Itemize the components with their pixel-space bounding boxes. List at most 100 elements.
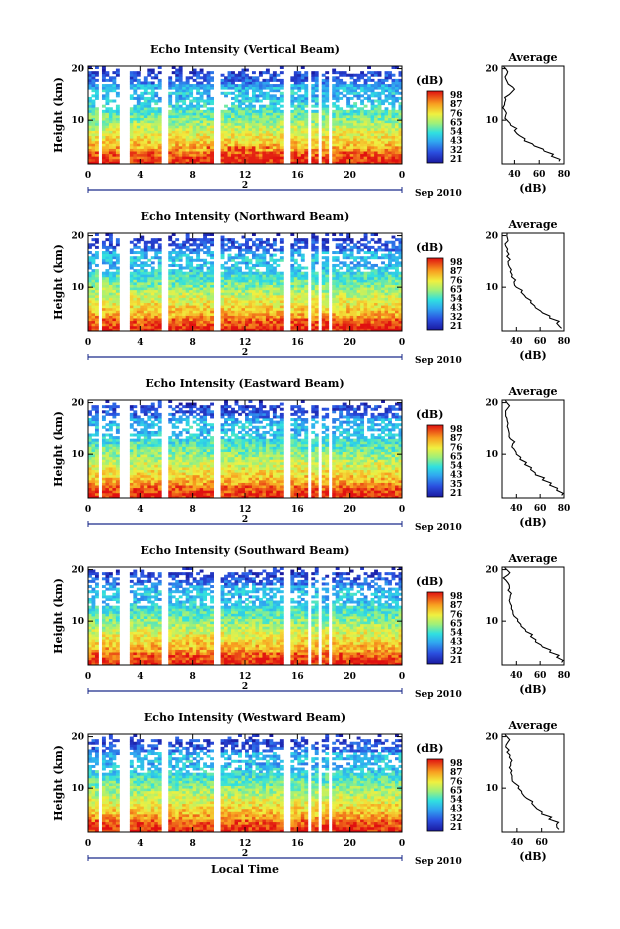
heatmap-cell — [206, 89, 211, 93]
heatmap-cell — [101, 294, 106, 298]
heatmap-cell — [136, 99, 141, 103]
heatmap-cell — [398, 81, 403, 85]
heatmap-cell — [168, 318, 173, 322]
heatmap-cell — [178, 263, 183, 267]
heatmap-cell — [279, 130, 284, 134]
heatmap-cell — [136, 320, 141, 324]
heatmap-cell — [115, 161, 120, 165]
heatmap-cell — [388, 302, 392, 306]
heatmap-cell — [367, 112, 371, 116]
heatmap-cell — [391, 158, 396, 162]
heatmap-cell — [199, 258, 204, 262]
heatmap-cell — [367, 133, 371, 137]
heatmap-cell — [171, 71, 176, 75]
heatmap-cell — [346, 96, 351, 100]
heatmap-cell — [108, 300, 113, 304]
heatmap-cell — [147, 130, 152, 134]
heatmap-cell — [335, 76, 340, 80]
heatmap-cell — [300, 256, 305, 260]
heatmap-cell — [203, 315, 208, 319]
heatmap-cell — [381, 78, 385, 82]
heatmap-cell — [147, 127, 152, 131]
heatmap-cell — [311, 323, 316, 327]
heatmap-cell — [147, 282, 152, 285]
heatmap-cell — [224, 284, 228, 288]
heatmap-cell — [101, 151, 106, 155]
heatmap-cell — [206, 84, 211, 88]
heatmap-cell — [293, 71, 298, 75]
heatmap-cell — [133, 271, 138, 275]
heatmap-cell — [241, 89, 246, 93]
heatmap-cell — [342, 117, 347, 121]
heatmap-cell — [384, 289, 389, 293]
heatmap-cell — [196, 307, 201, 311]
heatmap-cell — [147, 104, 152, 108]
heatmap-cell — [339, 148, 344, 152]
heatmap-cell — [367, 289, 371, 293]
heatmap-cell — [395, 251, 399, 255]
heatmap-cell — [224, 115, 228, 118]
heatmap-cell — [241, 76, 246, 80]
heatmap-cell — [346, 145, 351, 149]
heatmap-cell — [339, 109, 344, 113]
heatmap-cell — [321, 109, 326, 113]
heatmap-cell — [360, 279, 365, 283]
heatmap-cell — [339, 156, 344, 160]
heatmap-cell — [346, 294, 351, 298]
heatmap-cell — [255, 258, 260, 262]
heatmap-cell — [171, 130, 176, 134]
heatmap-cell — [101, 256, 106, 260]
heatmap-cell — [314, 78, 319, 82]
heatmap-cell — [325, 302, 330, 306]
heatmap-cell — [210, 112, 214, 116]
heatmap-cell — [297, 297, 302, 301]
heatmap-cell — [290, 302, 295, 306]
heatmap-cell — [129, 143, 134, 147]
heatmap-cell — [140, 135, 145, 139]
heatmap-cell — [276, 151, 281, 155]
heatmap-cell — [304, 243, 309, 247]
heatmap-cell — [300, 73, 305, 77]
heatmap-cell — [374, 86, 378, 90]
heatmap-cell — [168, 287, 173, 291]
heatmap-cell — [381, 325, 385, 329]
heatmap-cell — [133, 151, 138, 155]
heatmap-cell — [258, 253, 263, 257]
heatmap-cell — [203, 240, 208, 244]
heatmap-cell — [314, 86, 319, 90]
heatmap-cell — [101, 297, 106, 301]
heatmap-cell — [276, 109, 281, 113]
heatmap-cell — [245, 122, 249, 126]
heatmap-cell — [171, 240, 176, 244]
heatmap-cell — [227, 71, 232, 75]
heatmap-cell — [356, 251, 361, 255]
x-tick-label: 0 — [85, 338, 91, 348]
heatmap-cell — [168, 135, 173, 139]
heatmap-cell — [182, 282, 187, 285]
heatmap-cell — [258, 73, 263, 77]
heatmap-cell — [251, 153, 256, 157]
heatmap-cell — [133, 320, 138, 324]
heatmap-cell — [143, 86, 148, 90]
heatmap-cell — [377, 292, 382, 296]
heatmap-cell — [346, 122, 351, 126]
heatmap-cell — [210, 253, 214, 257]
heatmap-cell — [199, 86, 204, 90]
heatmap-cell — [178, 158, 183, 162]
heatmap-cell — [279, 158, 284, 162]
heatmap-cell — [192, 266, 197, 270]
heatmap-cell — [335, 323, 340, 327]
heatmap-cell — [196, 91, 201, 95]
heatmap-cell — [245, 294, 249, 298]
heatmap-cell — [203, 271, 208, 275]
heatmap-cell — [398, 297, 403, 301]
heatmap-cell — [346, 151, 351, 155]
heatmap-cell — [196, 258, 201, 262]
heatmap-cell — [227, 122, 232, 126]
heatmap-cell — [133, 279, 138, 283]
heatmap-cell — [314, 251, 319, 255]
heatmap-cell — [182, 130, 187, 134]
heatmap-cell — [269, 158, 274, 162]
heatmap-cell — [143, 125, 148, 129]
heatmap-cell — [304, 86, 309, 90]
